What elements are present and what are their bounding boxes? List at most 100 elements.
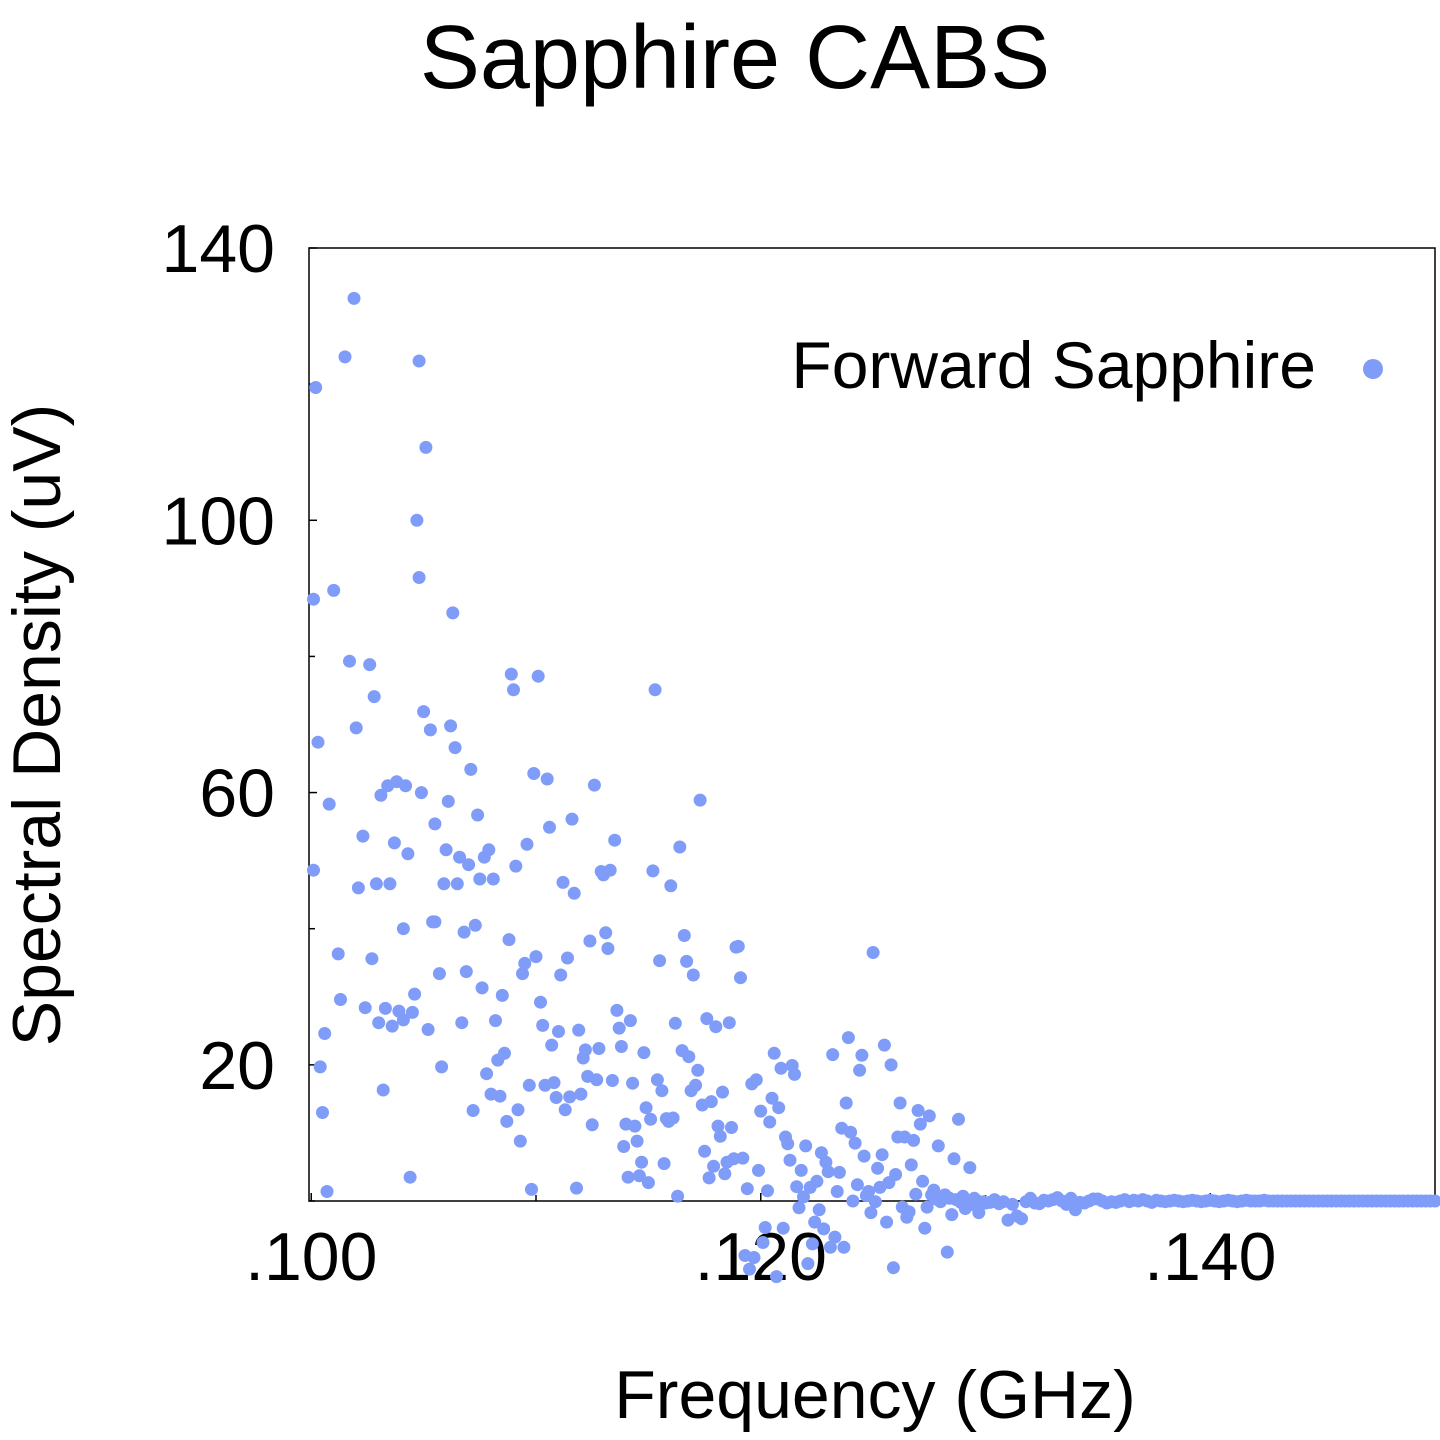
data-point bbox=[963, 1161, 977, 1175]
data-point bbox=[567, 886, 581, 900]
data-point bbox=[318, 1027, 332, 1040]
data-point bbox=[603, 863, 617, 877]
data-point bbox=[644, 1112, 658, 1126]
data-point bbox=[570, 1181, 583, 1195]
data-point bbox=[428, 915, 442, 929]
data-point bbox=[578, 1043, 592, 1057]
data-point bbox=[543, 820, 556, 834]
data-point bbox=[471, 808, 485, 822]
data-point bbox=[682, 1050, 696, 1064]
data-point bbox=[417, 705, 431, 719]
data-point bbox=[904, 1158, 918, 1172]
data-point bbox=[693, 793, 707, 807]
data-point bbox=[605, 1074, 619, 1087]
data-point bbox=[446, 606, 460, 620]
x-axis-label: Frequency (GHz) bbox=[614, 1357, 1135, 1433]
data-point bbox=[453, 850, 467, 864]
data-point bbox=[396, 922, 410, 936]
data-point bbox=[756, 1236, 770, 1249]
data-point bbox=[1006, 1197, 1019, 1211]
data-point bbox=[740, 1182, 754, 1196]
data-point bbox=[713, 1129, 727, 1143]
data-point bbox=[844, 1125, 858, 1139]
data-point bbox=[365, 952, 379, 966]
data-point bbox=[817, 1222, 831, 1236]
data-point bbox=[862, 1185, 876, 1198]
data-point bbox=[821, 1165, 835, 1179]
data-point bbox=[783, 1153, 797, 1167]
data-point bbox=[754, 1104, 768, 1118]
data-point bbox=[612, 1021, 626, 1035]
data-point bbox=[880, 1215, 894, 1229]
data-point bbox=[767, 1046, 781, 1060]
data-point bbox=[907, 1133, 921, 1147]
data-point bbox=[444, 719, 458, 733]
data-point bbox=[614, 1040, 628, 1053]
data-point bbox=[387, 836, 401, 850]
data-point bbox=[475, 981, 489, 995]
data-point bbox=[495, 988, 509, 1002]
data-point bbox=[700, 1012, 714, 1026]
data-point bbox=[1015, 1212, 1028, 1226]
data-point bbox=[383, 877, 397, 891]
data-point bbox=[788, 1067, 801, 1081]
data-point bbox=[772, 1101, 786, 1115]
data-point bbox=[520, 837, 534, 851]
data-point bbox=[889, 1168, 903, 1181]
legend-marker bbox=[1363, 359, 1383, 379]
data-point bbox=[448, 741, 462, 755]
data-point bbox=[601, 942, 615, 955]
data-point bbox=[500, 1114, 514, 1128]
data-point bbox=[918, 1221, 932, 1235]
data-point bbox=[747, 1251, 761, 1264]
data-point bbox=[635, 1155, 649, 1169]
data-point bbox=[511, 1103, 525, 1117]
data-point bbox=[462, 858, 476, 872]
data-point bbox=[734, 971, 747, 985]
data-point bbox=[516, 967, 529, 981]
data-point bbox=[545, 1038, 559, 1052]
data-point bbox=[794, 1163, 808, 1177]
data-point bbox=[837, 1240, 851, 1254]
data-point bbox=[529, 950, 543, 964]
data-point bbox=[351, 881, 365, 895]
data-point bbox=[419, 440, 433, 454]
data-point bbox=[554, 968, 568, 982]
data-point bbox=[911, 1104, 925, 1117]
data-point bbox=[316, 1106, 329, 1119]
data-point bbox=[716, 1085, 729, 1099]
data-point bbox=[327, 583, 341, 597]
data-point bbox=[877, 1038, 891, 1052]
data-point bbox=[583, 934, 597, 948]
data-point bbox=[940, 1245, 954, 1259]
data-point bbox=[630, 1134, 644, 1148]
data-point bbox=[808, 1215, 822, 1229]
y-axis-label: Spectral Density (uV) bbox=[0, 404, 75, 1046]
data-point bbox=[871, 1161, 885, 1175]
data-point bbox=[641, 1176, 655, 1190]
data-point bbox=[617, 1140, 631, 1153]
data-point bbox=[648, 683, 662, 697]
data-point bbox=[432, 967, 446, 981]
data-point bbox=[502, 933, 516, 947]
data-point bbox=[848, 1136, 862, 1150]
data-point bbox=[722, 1016, 736, 1030]
data-point bbox=[632, 1169, 646, 1183]
data-point bbox=[307, 863, 320, 877]
data-point bbox=[770, 1270, 783, 1284]
data-point bbox=[556, 875, 570, 889]
data-point bbox=[752, 1163, 765, 1177]
data-point bbox=[376, 1083, 390, 1097]
data-point bbox=[909, 1187, 923, 1201]
data-point bbox=[774, 1061, 788, 1075]
data-point bbox=[841, 1031, 855, 1045]
data-point bbox=[846, 1194, 860, 1208]
data-point bbox=[428, 817, 442, 831]
data-point bbox=[486, 872, 500, 886]
legend: Forward Sapphire bbox=[791, 328, 1383, 402]
data-point bbox=[677, 929, 691, 942]
data-point bbox=[646, 864, 660, 878]
data-point bbox=[707, 1159, 721, 1173]
data-point bbox=[450, 877, 464, 891]
data-point bbox=[799, 1139, 813, 1153]
